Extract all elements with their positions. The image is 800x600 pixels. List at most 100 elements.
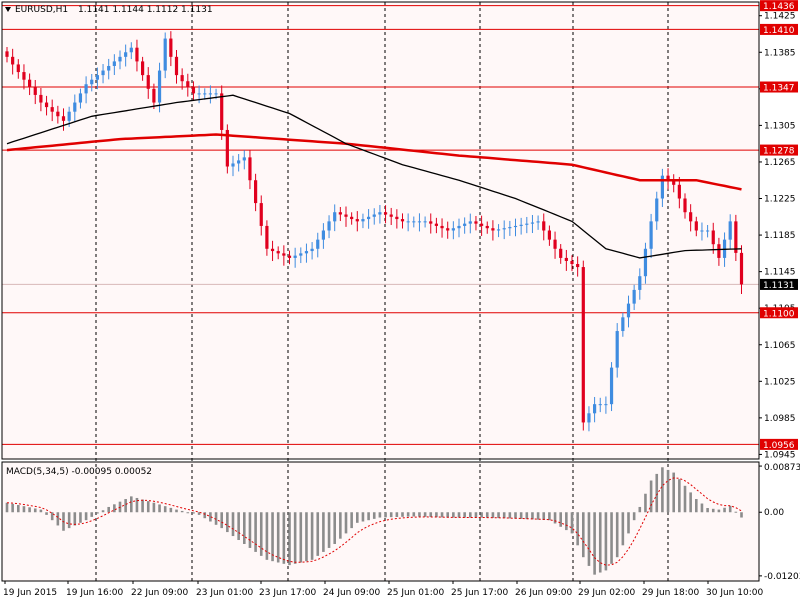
candle-bear <box>570 260 574 265</box>
candle-bull <box>242 157 246 161</box>
level-price-text: 1.0956 <box>763 441 795 451</box>
candle-bull <box>367 216 371 220</box>
macd-bar <box>508 512 512 519</box>
candle-bull <box>372 214 376 217</box>
candle-bear <box>446 228 450 231</box>
price-tick-label: 1.0985 <box>764 414 796 424</box>
candle-bear <box>44 102 49 108</box>
macd-bar <box>90 512 94 517</box>
candle-bear <box>542 221 546 231</box>
candle-bear <box>581 267 585 423</box>
macd-bar <box>248 512 252 548</box>
macd-bar <box>395 512 399 518</box>
moving-average-slow <box>6 133 742 191</box>
macd-bar <box>553 512 557 524</box>
macd-bar <box>271 512 274 562</box>
macd-bar <box>96 512 99 514</box>
macd-bar <box>316 512 320 556</box>
level-price-label <box>760 144 798 156</box>
candle-bear <box>547 230 551 240</box>
macd-bar <box>485 512 489 518</box>
candle-bull <box>615 331 619 368</box>
chart-menu-triangle-icon[interactable] <box>5 7 11 12</box>
candle-bull <box>84 84 88 94</box>
candle-bear <box>429 221 433 224</box>
macd-bar <box>293 512 297 564</box>
main-chart-title: EURUSD,H1 <box>15 5 68 15</box>
candle-bear <box>33 87 37 95</box>
candle-bear <box>739 252 744 285</box>
macd-tick-label: 0.00873 <box>764 463 800 473</box>
macd-bar <box>276 512 280 563</box>
candle-bear <box>141 61 145 76</box>
candlestick-series <box>5 31 744 432</box>
macd-bar <box>638 506 642 513</box>
macd-bar <box>327 512 331 548</box>
time-tick-label: 25 Jun 17:00 <box>451 588 508 598</box>
macd-bar <box>310 512 314 560</box>
candle-bull <box>112 61 116 66</box>
candle-bull <box>530 222 535 224</box>
macd-bar <box>113 504 116 513</box>
candle-bull <box>706 230 710 232</box>
macd-bar <box>130 496 133 513</box>
candle-bear <box>564 257 568 261</box>
macd-bar <box>197 512 201 515</box>
macd-bar <box>723 507 726 513</box>
macd-bar <box>124 499 127 513</box>
level-price-label <box>760 23 798 35</box>
macd-bar <box>531 512 534 520</box>
candle-bear <box>440 225 444 229</box>
macd-bar <box>101 510 105 513</box>
macd-bar <box>655 473 659 513</box>
macd-bar <box>107 506 110 513</box>
candle-bull <box>604 404 608 406</box>
candle-bull <box>163 38 167 71</box>
candle-bull <box>78 93 83 103</box>
price-tick-label: 1.1145 <box>764 268 796 278</box>
candle-bull <box>101 70 105 76</box>
macd-bar <box>265 512 269 560</box>
candle-bull <box>451 228 455 231</box>
macd-histogram <box>5 467 743 575</box>
macd-bar <box>649 480 653 513</box>
candle-bear <box>491 228 495 231</box>
price-tick-label: 1.1425 <box>764 12 796 22</box>
candle-bull <box>632 289 636 304</box>
candle-bull <box>638 276 642 290</box>
candle-bear <box>559 248 563 258</box>
candle-bear <box>225 129 229 167</box>
candle-bear <box>734 221 738 253</box>
candle-bull <box>655 198 659 222</box>
candle-bull <box>406 221 410 223</box>
candle-bear <box>400 219 405 222</box>
candle-bear <box>11 56 15 65</box>
price-panel[interactable] <box>2 2 759 459</box>
candle-bull <box>463 223 467 226</box>
macd-bar <box>463 512 466 518</box>
candle-bear <box>152 88 156 103</box>
candle-bear <box>259 203 263 226</box>
candle-bear <box>717 244 721 258</box>
time-axis: 19 Jun 2015 19 Jun 16:00 22 Jun 09:00 23 Ju… <box>3 581 763 598</box>
horizontal-levels <box>2 5 759 445</box>
candle-bear <box>50 107 54 112</box>
macd-bar <box>497 512 500 519</box>
candle-bear <box>276 251 280 254</box>
candle-bull <box>609 367 614 405</box>
candle-bear <box>265 225 269 249</box>
macd-signal-line <box>6 477 742 566</box>
macd-bar <box>565 512 568 531</box>
candle-bull <box>327 221 331 231</box>
candle-bear <box>186 81 190 88</box>
macd-bar <box>491 512 495 518</box>
time-tick-label: 26 Jun 09:00 <box>515 588 572 598</box>
candle-bull <box>378 212 382 215</box>
macd-bar <box>621 512 625 546</box>
macd-bar <box>452 512 455 518</box>
macd-bar <box>333 512 336 544</box>
macd-bar <box>243 512 246 544</box>
macd-bar <box>700 503 704 513</box>
level-price-label <box>760 307 798 319</box>
